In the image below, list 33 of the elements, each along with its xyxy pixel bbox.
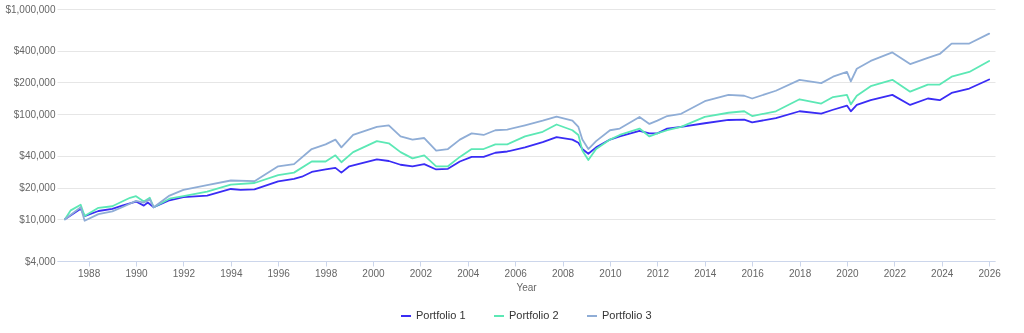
x-tick-label: 2008 bbox=[551, 267, 575, 279]
y-tick-label: $20,000 bbox=[19, 182, 56, 194]
x-tick-label: 2012 bbox=[646, 267, 670, 279]
y-tick-label: $100,000 bbox=[13, 108, 56, 120]
x-tick-label: 1998 bbox=[314, 267, 338, 279]
legend-label: Portfolio 1 bbox=[416, 309, 466, 321]
x-tick-label: 2022 bbox=[883, 267, 907, 279]
x-tick-label: 2024 bbox=[931, 267, 954, 279]
legend-label: Portfolio 3 bbox=[602, 309, 652, 321]
x-tick-label: 1994 bbox=[220, 267, 243, 279]
x-tick-label: 1996 bbox=[267, 267, 291, 279]
x-tick-label: 1990 bbox=[125, 267, 149, 279]
x-tick-label: 2020 bbox=[836, 267, 859, 279]
x-tick-label: 2004 bbox=[457, 267, 480, 279]
y-tick-label: $1,000,000 bbox=[5, 3, 56, 15]
x-tick-label: 1992 bbox=[172, 267, 196, 279]
line-series bbox=[64, 32, 991, 222]
x-tick-label: 1988 bbox=[77, 267, 101, 279]
x-tick-label: 2000 bbox=[362, 267, 386, 279]
y-tick-label: $40,000 bbox=[19, 150, 56, 162]
x-tick-label: 2014 bbox=[694, 267, 717, 279]
x-axis-title: Year bbox=[516, 281, 538, 293]
y-tick-label: $400,000 bbox=[13, 45, 56, 57]
x-tick-label: 2006 bbox=[504, 267, 528, 279]
y-tick-label: $10,000 bbox=[19, 213, 56, 225]
x-tick-label: 2010 bbox=[599, 267, 623, 279]
y-tick-label: $200,000 bbox=[13, 76, 56, 88]
x-tick-label: 2016 bbox=[741, 267, 765, 279]
x-tick-label: 2018 bbox=[788, 267, 812, 279]
x-tick-label: 2002 bbox=[409, 267, 433, 279]
legend-label: Portfolio 2 bbox=[509, 309, 559, 321]
x-tick-label: 2026 bbox=[978, 267, 1002, 279]
y-tick-label: $4,000 bbox=[24, 255, 56, 267]
